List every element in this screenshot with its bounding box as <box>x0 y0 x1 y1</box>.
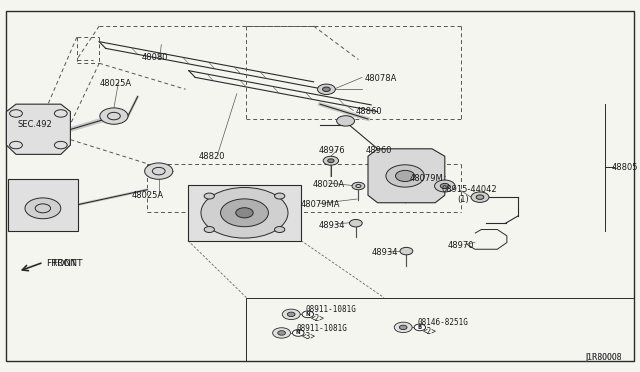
Circle shape <box>337 116 355 126</box>
Circle shape <box>10 141 22 149</box>
Circle shape <box>282 309 300 320</box>
Text: <3>: <3> <box>301 332 316 341</box>
Circle shape <box>273 328 291 338</box>
Circle shape <box>394 322 412 333</box>
Bar <box>8 179 78 231</box>
Text: 48805: 48805 <box>611 163 637 172</box>
Text: J1R80008: J1R80008 <box>586 353 622 362</box>
Text: 48934: 48934 <box>371 248 397 257</box>
Text: FRONT: FRONT <box>46 259 77 268</box>
Circle shape <box>10 110 22 117</box>
Text: N: N <box>305 312 310 317</box>
Text: 48020A: 48020A <box>312 180 344 189</box>
Circle shape <box>435 180 455 192</box>
Text: 08911-1081G: 08911-1081G <box>296 324 347 333</box>
Circle shape <box>386 165 424 187</box>
Circle shape <box>323 156 339 165</box>
Polygon shape <box>188 185 301 241</box>
Text: 48079M: 48079M <box>410 174 444 183</box>
Text: 08911-1081G: 08911-1081G <box>306 305 356 314</box>
Circle shape <box>476 195 484 199</box>
Circle shape <box>292 330 304 336</box>
Circle shape <box>287 312 295 317</box>
Circle shape <box>275 193 285 199</box>
Text: 48025A: 48025A <box>99 79 131 88</box>
Text: 48860: 48860 <box>355 107 382 116</box>
Text: <2>: <2> <box>423 327 437 336</box>
Circle shape <box>400 247 413 255</box>
Bar <box>246 298 634 361</box>
Circle shape <box>471 192 489 202</box>
Circle shape <box>349 219 362 227</box>
Text: <2>: <2> <box>311 314 325 323</box>
Text: 48078A: 48078A <box>365 74 397 83</box>
Text: 48820: 48820 <box>198 152 225 161</box>
Circle shape <box>317 84 335 94</box>
Text: B: B <box>418 325 422 330</box>
Text: 48934: 48934 <box>319 221 345 230</box>
Circle shape <box>275 227 285 232</box>
Circle shape <box>302 311 314 318</box>
Text: J1R80008: J1R80008 <box>586 353 622 362</box>
Circle shape <box>221 199 268 227</box>
Text: 08915-44042: 08915-44042 <box>442 185 497 194</box>
Circle shape <box>54 141 67 149</box>
Text: 48079MA: 48079MA <box>301 200 340 209</box>
Polygon shape <box>6 104 70 154</box>
Circle shape <box>440 183 449 189</box>
Text: 48960: 48960 <box>366 146 392 155</box>
Text: SEC.492: SEC.492 <box>18 120 52 129</box>
Circle shape <box>25 198 61 219</box>
Text: 48080: 48080 <box>142 53 168 62</box>
Circle shape <box>414 324 426 331</box>
Circle shape <box>396 170 415 182</box>
Text: N: N <box>296 330 301 336</box>
Text: 08146-8251G: 08146-8251G <box>418 318 468 327</box>
Circle shape <box>100 108 128 124</box>
Circle shape <box>54 110 67 117</box>
Text: FRONT: FRONT <box>52 259 83 268</box>
Circle shape <box>278 331 285 335</box>
Circle shape <box>399 325 407 330</box>
Circle shape <box>204 227 214 232</box>
Text: 48976: 48976 <box>319 146 346 155</box>
Text: (1): (1) <box>458 195 469 203</box>
Circle shape <box>204 193 214 199</box>
Text: 48970: 48970 <box>448 241 474 250</box>
Circle shape <box>145 163 173 179</box>
Circle shape <box>328 159 334 163</box>
Circle shape <box>201 187 288 238</box>
Circle shape <box>236 208 253 218</box>
Circle shape <box>352 182 365 190</box>
Circle shape <box>323 87 330 92</box>
Polygon shape <box>368 149 445 203</box>
Text: 48025A: 48025A <box>131 191 163 200</box>
